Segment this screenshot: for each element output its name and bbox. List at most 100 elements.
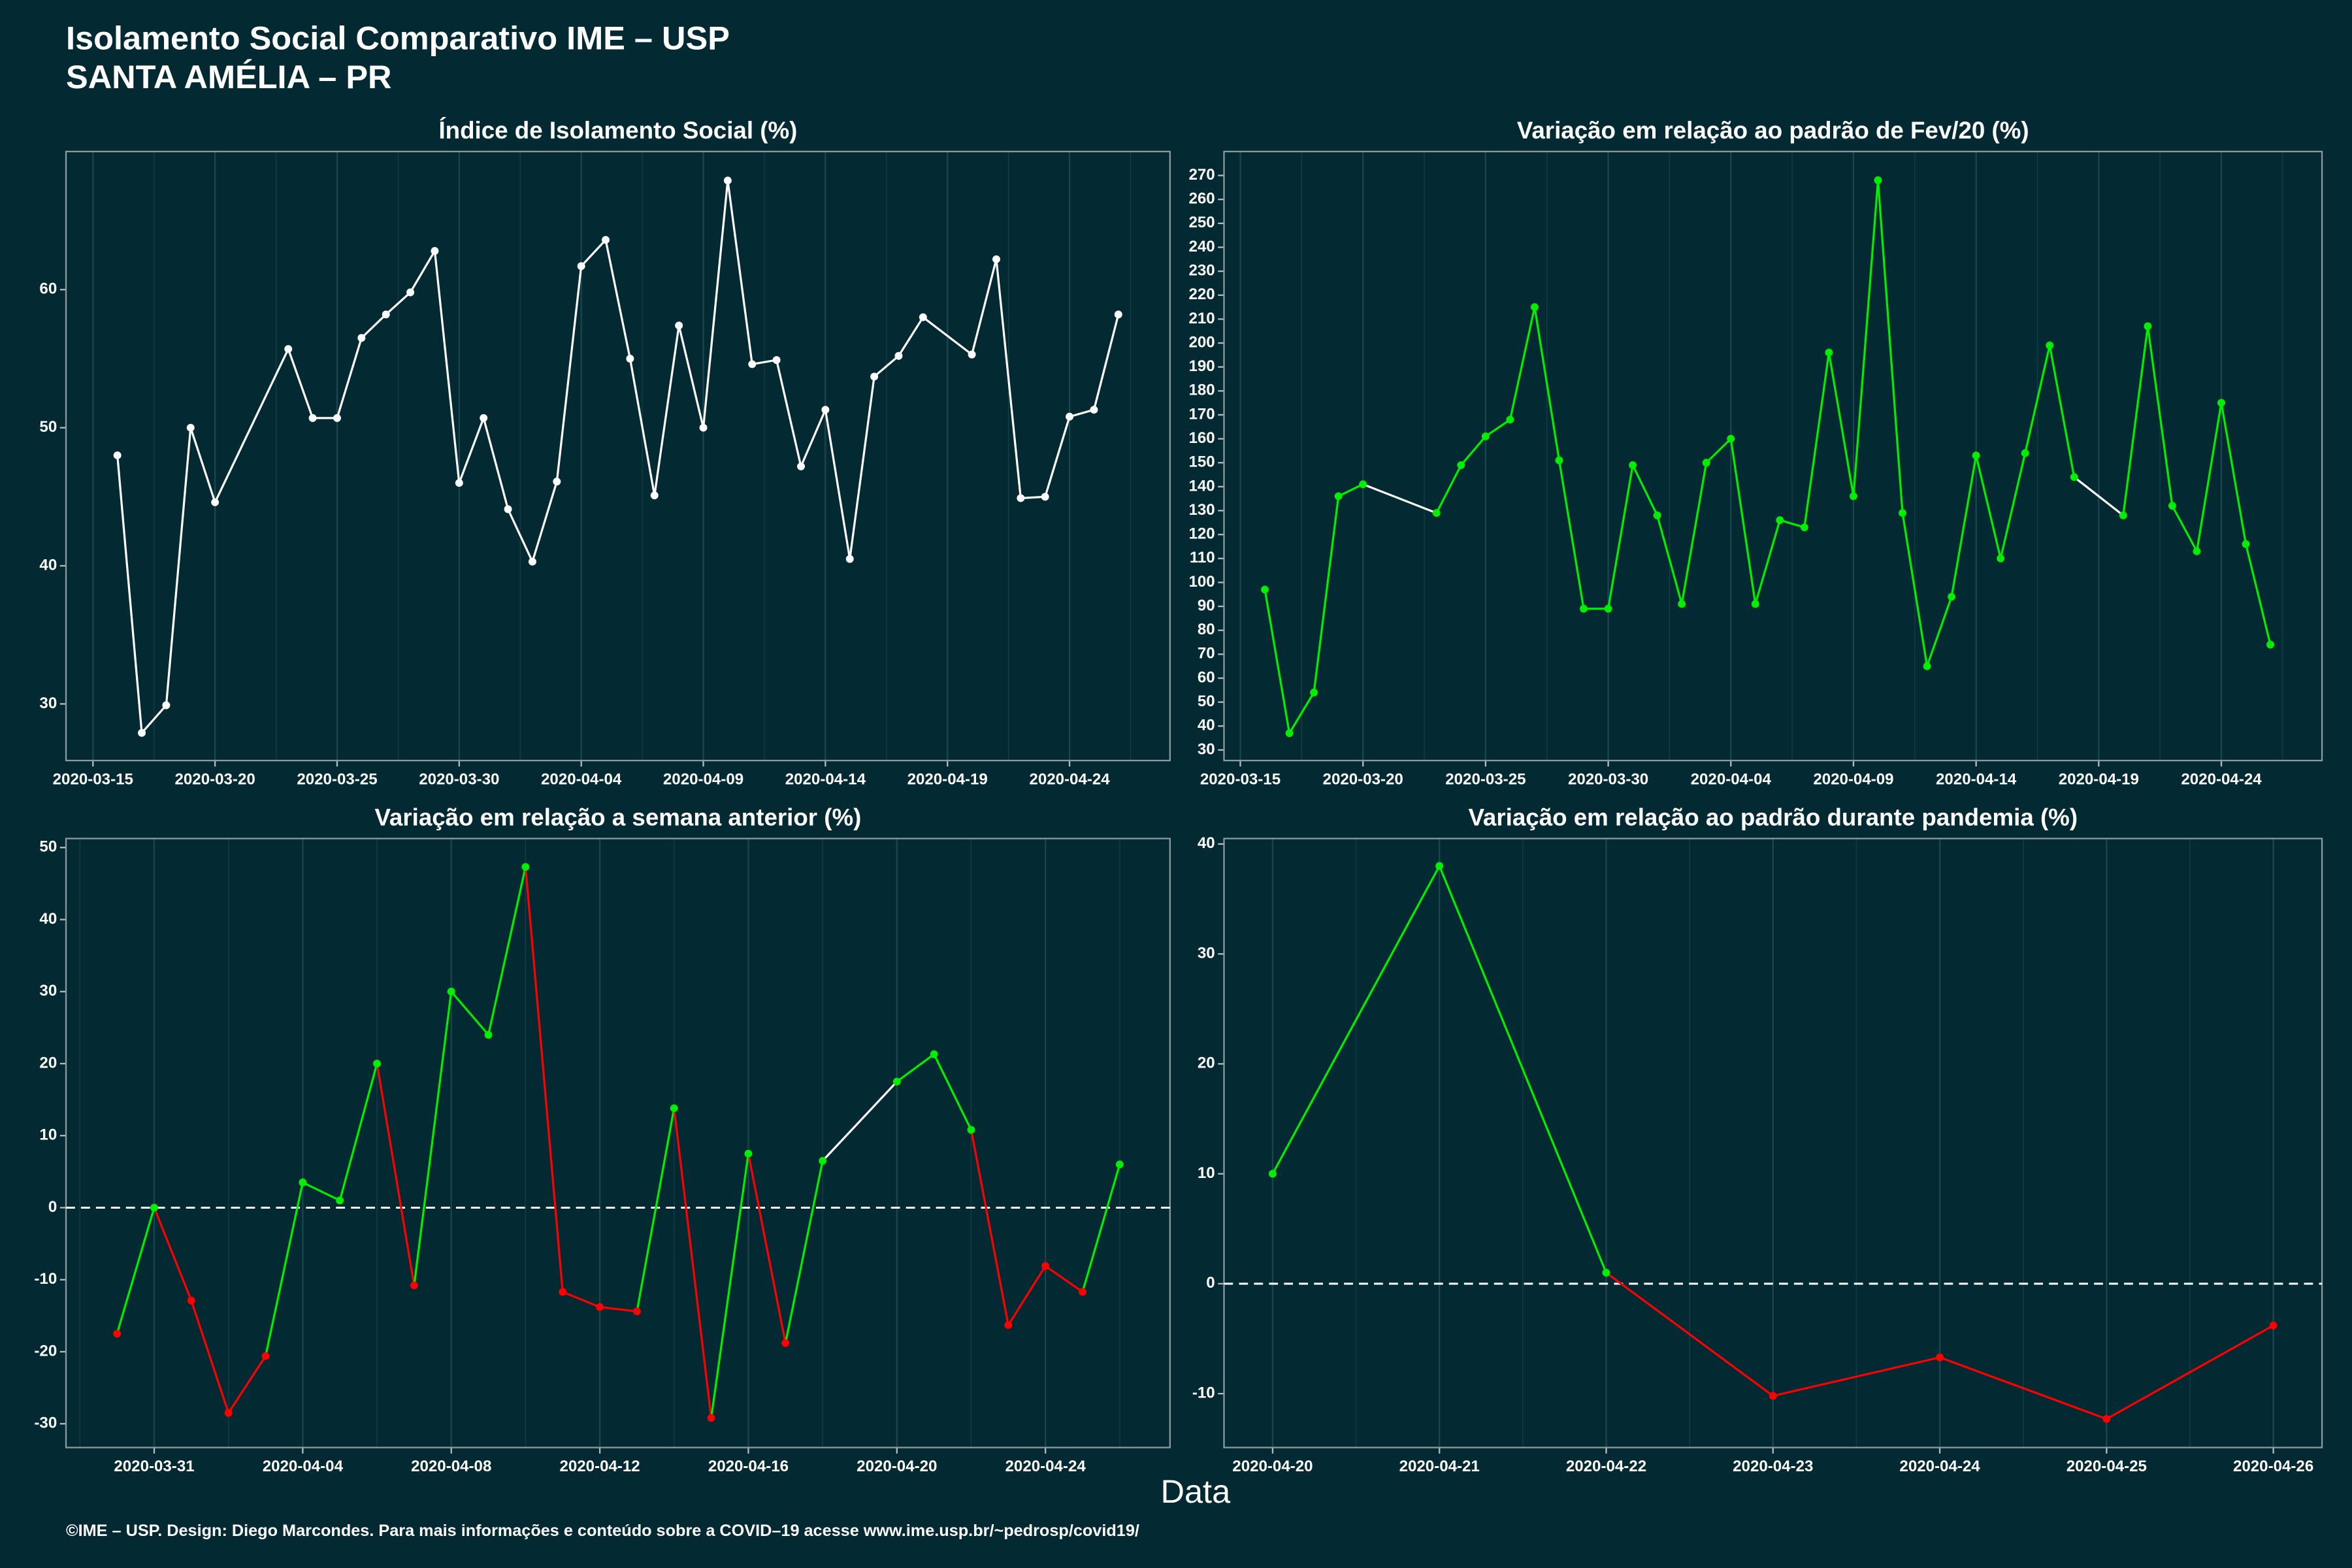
data-point [670, 1104, 678, 1113]
line-segment [1656, 515, 1683, 604]
data-point [744, 1149, 753, 1158]
data-point [1359, 480, 1367, 489]
x-tick-label: 2020-04-19 [907, 770, 988, 788]
line-segment [776, 359, 802, 467]
line-segment [1926, 596, 1953, 667]
line-segment [1999, 453, 2027, 559]
line-segment [338, 1063, 378, 1201]
line-segment [896, 1053, 935, 1083]
line-segment [2122, 326, 2149, 516]
data-point [626, 355, 634, 363]
data-point [772, 356, 781, 365]
data-point [602, 236, 610, 244]
data-point [1776, 516, 1784, 525]
data-point [632, 1307, 641, 1316]
y-tick-label: 0 [1206, 1274, 1215, 1292]
line-segment [824, 409, 851, 559]
data-point [382, 310, 390, 319]
data-point [723, 176, 732, 185]
data-point [336, 1196, 344, 1205]
y-tick-label: 30 [1198, 944, 1215, 962]
line-segment [1680, 462, 1708, 604]
data-point [2217, 399, 2225, 407]
line-segment [1092, 314, 1120, 410]
data-point [675, 321, 683, 330]
x-tick-label: 2020-04-09 [1813, 770, 1893, 788]
line-segment [287, 348, 314, 419]
data-point [1506, 416, 1514, 424]
data-point [284, 345, 293, 353]
data-point [1017, 494, 1025, 502]
line-segment [189, 427, 216, 503]
data-point [707, 1414, 715, 1422]
y-tick-label: 40 [1198, 717, 1215, 734]
line-segment [1362, 483, 1437, 514]
x-tick-label: 2020-04-20 [1232, 1458, 1313, 1475]
y-tick-label: -30 [34, 1414, 57, 1432]
data-point [528, 557, 536, 566]
data-point [504, 505, 512, 514]
panel-title: Variação em relação a semana anterior (%… [374, 804, 861, 830]
line-segment [800, 409, 826, 467]
line-segment [1509, 306, 1536, 420]
data-point [406, 288, 415, 297]
x-tick-label: 2020-03-31 [114, 1458, 194, 1475]
line-segment [1607, 465, 1634, 610]
line-segment [116, 1207, 155, 1334]
line-segment [1901, 512, 1929, 666]
x-tick-label: 2020-03-25 [1445, 770, 1526, 788]
line-segment [1021, 495, 1045, 500]
data-point [1114, 310, 1122, 319]
line-segment [1605, 1271, 1774, 1397]
data-point [1997, 554, 2005, 563]
x-tick-label: 2020-04-24 [1005, 1458, 1086, 1475]
line-segment [636, 1108, 676, 1312]
data-point [699, 423, 708, 432]
data-point [1285, 729, 1294, 738]
line-segment [1558, 460, 1585, 610]
x-tick-label: 2020-04-14 [1936, 770, 2017, 788]
line-segment [1939, 1356, 2107, 1420]
data-point [596, 1303, 604, 1311]
y-tick-label: 260 [1188, 190, 1215, 208]
y-tick-label: 50 [1198, 693, 1215, 710]
data-point [2046, 341, 2054, 350]
x-tick-label: 2020-04-25 [2066, 1458, 2147, 1475]
data-point [373, 1060, 382, 1068]
line-segment [1435, 465, 1462, 514]
y-tick-label: 150 [1188, 453, 1215, 471]
line-segment [2024, 345, 2051, 453]
data-point [224, 1409, 233, 1417]
line-segment [1484, 418, 1511, 438]
data-point [1334, 492, 1343, 500]
data-point [2193, 547, 2201, 555]
line-segment [385, 291, 412, 316]
data-point [1261, 585, 1269, 594]
plot-frame [1223, 838, 2323, 1448]
data-point [797, 462, 805, 470]
line-segment [673, 1108, 713, 1418]
y-tick-label: 10 [1198, 1164, 1215, 1182]
y-tick-label: 100 [1188, 573, 1215, 591]
line-segment [264, 1182, 304, 1356]
line-segment [1950, 455, 1978, 597]
line-segment [2048, 345, 2076, 478]
line-segment [1045, 1265, 1083, 1293]
line-segment [1288, 692, 1315, 734]
x-tick-label: 2020-03-30 [419, 770, 499, 788]
line-segment [874, 355, 900, 378]
line-segment [1438, 865, 1607, 1273]
data-point [1066, 412, 1074, 421]
x-tick-label: 2020-04-22 [1566, 1458, 1646, 1475]
x-tick-label: 2020-03-25 [297, 770, 377, 788]
line-segment [507, 508, 534, 563]
line-segment [1313, 496, 1340, 693]
data-point [1769, 1392, 1777, 1400]
data-point [447, 987, 455, 996]
data-point [1899, 509, 1906, 517]
data-point [1457, 461, 1465, 469]
y-tick-label: 50 [39, 418, 57, 436]
data-point [484, 1030, 493, 1039]
data-point [2144, 322, 2152, 331]
line-segment [970, 1130, 1009, 1326]
